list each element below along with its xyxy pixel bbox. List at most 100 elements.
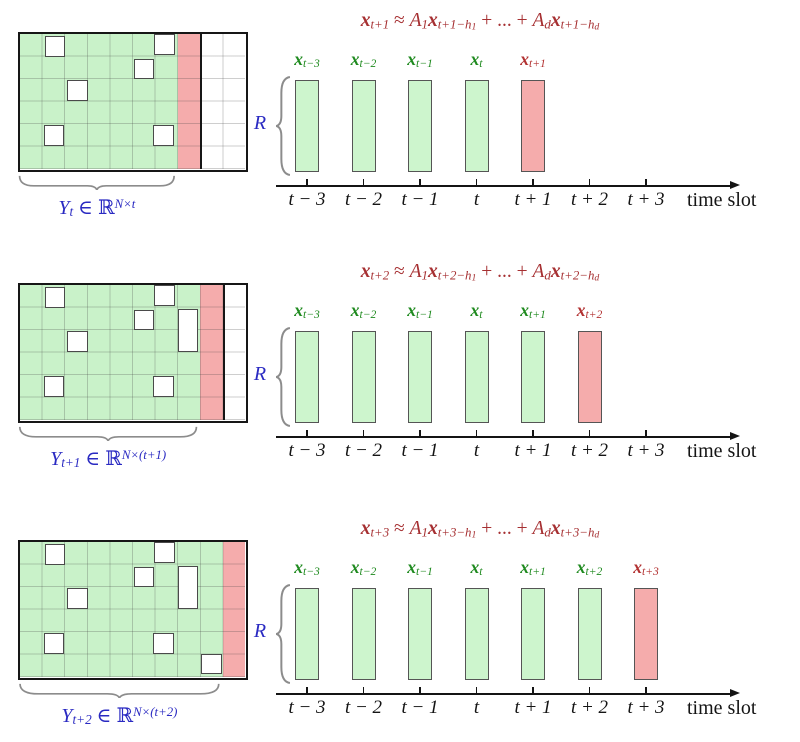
math-token: t+3−h (437, 525, 472, 540)
math-token: 1 (471, 272, 477, 284)
math-token: x (350, 300, 360, 320)
math-token: t−3 (302, 309, 320, 322)
tick-label: t + 1 (514, 189, 552, 210)
time-axis (276, 185, 733, 187)
missing-entry-hole (133, 309, 155, 331)
tick-mark (475, 430, 478, 437)
math-token: N×(t+2) (133, 705, 178, 719)
tick-label: t + 3 (627, 440, 665, 461)
math-token: x (360, 10, 371, 31)
math-token: t+1−h (437, 17, 472, 32)
tick-label: t + 2 (570, 440, 609, 461)
math-token: A (409, 10, 422, 31)
math-token: Y (58, 196, 70, 219)
math-token: d (594, 272, 600, 284)
math-token: x (350, 49, 360, 69)
vector-bar (351, 331, 376, 423)
math-token: x (294, 49, 303, 69)
time-slot-label: time slot (687, 697, 757, 719)
vector-label: xt−3 (272, 300, 342, 321)
time-axis (276, 436, 733, 438)
math-token: t+2 (72, 712, 92, 728)
current-column (177, 34, 201, 170)
axis-arrowhead-icon (730, 181, 740, 190)
math-token: A (532, 518, 545, 539)
underbrace-icon (18, 683, 221, 698)
tick-mark (362, 687, 365, 694)
current-column (222, 542, 246, 678)
axis-arrowhead-icon (730, 689, 740, 698)
panel-prediction-step-3: xt+3 ≈ A1xt+3−h1 + ... + Adxt+3−hd Yt+2 ∈… (0, 508, 800, 742)
matrix-underbrace (18, 175, 176, 190)
math-token: N×(t+1) (121, 448, 167, 462)
tick-mark (475, 179, 478, 186)
tick-mark (588, 430, 591, 437)
vector-bar (577, 331, 602, 423)
missing-entry-hole (133, 58, 155, 80)
matrix-dimension-label: Yt ∈ ℝN×t (0, 191, 227, 225)
math-token: t+1 (370, 17, 390, 32)
vector-label: xt+2 (555, 300, 625, 321)
vector-label: xt (442, 49, 512, 70)
matrix-underbrace (18, 683, 221, 698)
math-token: 1 (471, 529, 477, 541)
tick-label: t − 3 (288, 189, 326, 210)
vector-bar (521, 80, 545, 172)
missing-entry-hole (43, 633, 65, 654)
math-token: t+3 (370, 525, 390, 540)
math-token: ≈ (389, 518, 410, 539)
matrix-underbrace (18, 426, 198, 441)
vector-bar (464, 331, 489, 423)
vector-bar (295, 331, 319, 423)
math-token: t−1 (415, 58, 433, 71)
math-token: x (470, 49, 480, 69)
math-token: t+1 (528, 58, 546, 71)
math-token: A (409, 261, 422, 282)
missing-entry-hole (67, 80, 88, 101)
math-token: x (470, 557, 480, 577)
tick-label: t + 2 (570, 189, 609, 210)
math-token: + ... + (476, 10, 533, 31)
math-token: ∈ (80, 447, 106, 470)
math-token: d (544, 268, 551, 283)
math-token: d (544, 525, 551, 540)
math-token: d (594, 529, 600, 541)
math-token: x (427, 10, 438, 31)
observed-block (20, 34, 178, 170)
math-token: ℝ (97, 196, 115, 219)
missing-entry-hole (44, 544, 66, 565)
vector-label: xt+1 (498, 557, 568, 578)
math-token: x (520, 300, 529, 320)
math-token: t−3 (302, 58, 320, 71)
tick-mark (532, 430, 534, 437)
tick-mark (475, 687, 478, 694)
missing-entry-hole (177, 565, 199, 609)
math-token: x (407, 300, 416, 320)
tick-label: t + 1 (514, 440, 552, 461)
math-token: ∈ (91, 704, 117, 727)
tick-label: t − 3 (288, 440, 326, 461)
math-token: t+3−h (560, 525, 595, 540)
left-brace-icon (276, 76, 291, 176)
missing-entry-hole (67, 331, 88, 352)
math-token: A (409, 518, 422, 539)
vector-label: xt+2 (555, 557, 625, 578)
math-token: N×t (114, 197, 136, 211)
math-token: x (576, 557, 586, 577)
math-token: x (633, 557, 642, 577)
tick-label: t − 1 (401, 697, 439, 718)
panel-prediction-step-1: xt+1 ≈ A1xt+1−h1 + ... + Adxt+1−hd Yt ∈ ℝ… (0, 0, 800, 234)
tick-label: t − 1 (401, 440, 439, 461)
tick-mark (419, 687, 421, 694)
tick-label: t + 1 (514, 697, 552, 718)
math-token: 1 (421, 268, 428, 283)
math-token: x (427, 518, 438, 539)
math-token: x (294, 557, 303, 577)
math-token: t (479, 566, 483, 579)
tick-label: t (473, 189, 480, 210)
time-axis (276, 693, 733, 695)
math-token: t+3 (641, 566, 659, 579)
data-matrix (18, 32, 248, 172)
tick-mark (588, 687, 591, 694)
